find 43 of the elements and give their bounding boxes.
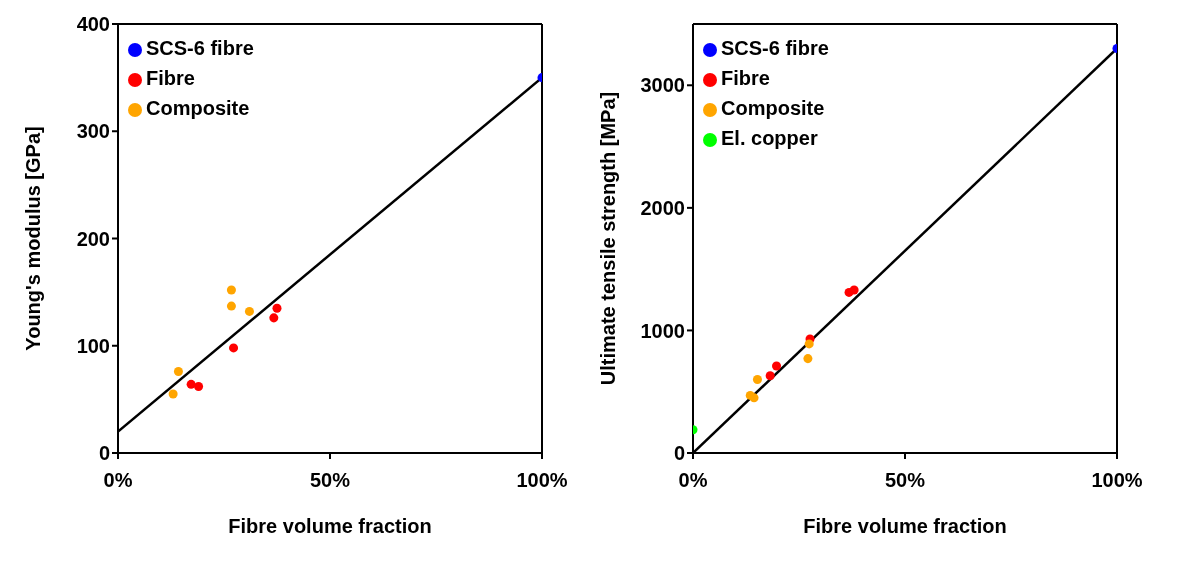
legend-label: Composite [721, 97, 825, 119]
y-tick-label: 400 [76, 13, 110, 36]
legend-label: SCS-6 fibre [721, 37, 829, 59]
x-tick-label: 0% [103, 469, 133, 492]
point [804, 339, 814, 349]
y-tick-label: 0 [98, 442, 110, 465]
point [168, 389, 178, 399]
point [772, 361, 782, 371]
legend-label: Fibre [146, 67, 195, 89]
point [269, 313, 279, 323]
y-tick-label: 1000 [640, 319, 685, 342]
point [229, 343, 239, 353]
legend-label: SCS-6 fibre [146, 37, 254, 59]
y-tick-label: 200 [76, 227, 110, 250]
y-axis-title: Ultimate tensile strength [MPa] [597, 91, 620, 386]
point [194, 382, 204, 392]
x-tick-label: 0% [678, 469, 708, 492]
x-axis-title: Fibre volume fraction [228, 515, 432, 537]
y-tick-label: 300 [76, 120, 110, 143]
x-tick-label: 100% [516, 469, 568, 492]
y-tick-label: 3000 [640, 74, 685, 97]
point [765, 371, 775, 381]
point [244, 306, 254, 316]
point [849, 285, 859, 295]
point [226, 301, 236, 311]
legend-label: El. copper [721, 127, 818, 149]
point [803, 354, 813, 364]
x-axis-title: Fibre volume fraction [803, 515, 1007, 537]
legend-label: Composite [146, 97, 250, 119]
point [752, 374, 762, 384]
point [186, 379, 196, 389]
x-tick-label: 100% [1091, 469, 1143, 492]
point [226, 285, 236, 295]
y-tick-label: 100 [76, 334, 110, 357]
x-tick-label: 50% [309, 469, 351, 492]
y-axis-title: Young's modulus [GPa] [22, 126, 45, 351]
y-tick-label: 2000 [640, 196, 685, 219]
y-tick-label: 0 [673, 442, 685, 465]
point [173, 366, 183, 376]
point [272, 303, 282, 313]
legend-label: Fibre [721, 67, 770, 89]
x-tick-label: 50% [884, 469, 926, 492]
point [745, 390, 755, 400]
